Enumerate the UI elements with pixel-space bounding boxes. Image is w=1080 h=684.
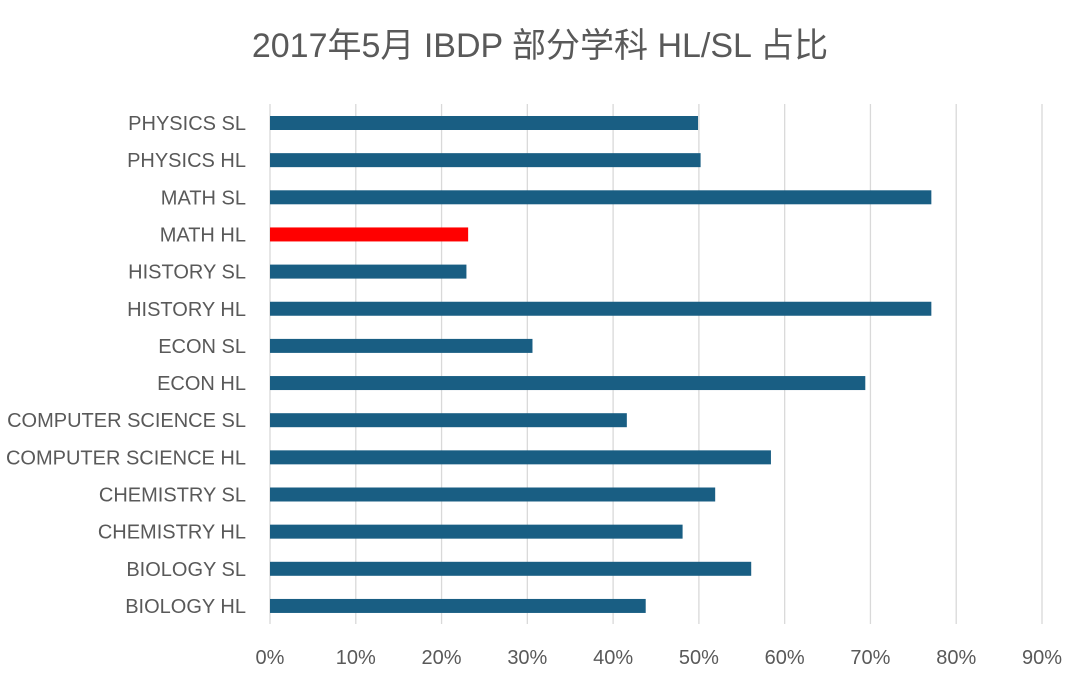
bar-highlighted — [270, 227, 469, 242]
bar — [270, 153, 701, 168]
bar — [270, 524, 683, 539]
x-tick-label: 30% — [507, 647, 547, 669]
bar — [270, 338, 533, 353]
bar — [270, 301, 932, 316]
gridlines — [269, 104, 1043, 624]
category-label: HISTORY SL — [128, 262, 246, 284]
category-label: BIOLOGY HL — [125, 596, 246, 618]
x-tick-label: 90% — [1022, 647, 1062, 669]
x-tick-label: 10% — [336, 647, 376, 669]
category-label: PHYSICS HL — [127, 150, 246, 172]
bar — [270, 598, 646, 613]
x-tick-label: 70% — [850, 647, 890, 669]
x-tick-labels: 0% 10% 20% 30% 40% 50% 60% 70% 80% 90% — [256, 647, 1063, 669]
bar — [270, 376, 866, 391]
x-tick-label: 20% — [422, 647, 462, 669]
category-labels: PHYSICS SL PHYSICS HL MATH SL MATH HL HISTOR… — [6, 113, 246, 618]
bars — [270, 116, 932, 613]
x-tick-label: 40% — [593, 647, 633, 669]
category-label: COMPUTER SCIENCE SL — [7, 410, 246, 432]
bar — [270, 413, 627, 428]
bar — [270, 561, 752, 576]
category-label: MATH SL — [161, 187, 246, 209]
category-label: COMPUTER SCIENCE HL — [6, 447, 246, 469]
category-label: MATH HL — [160, 224, 246, 246]
x-tick-label: 0% — [256, 647, 285, 669]
bar — [270, 116, 699, 130]
x-tick-label: 80% — [936, 647, 976, 669]
bar — [270, 450, 771, 465]
category-label: BIOLOGY SL — [126, 559, 246, 581]
bar — [270, 190, 932, 205]
x-tick-label: 60% — [765, 647, 805, 669]
x-tick-label: 50% — [679, 647, 719, 669]
chart-title: 2017年5月 IBDP 部分学科 HL/SL 占比 — [252, 27, 828, 65]
bar — [270, 264, 467, 279]
category-label: CHEMISTRY SL — [99, 485, 246, 507]
category-label: ECON SL — [158, 336, 246, 358]
category-label: CHEMISTRY HL — [98, 522, 246, 544]
bar — [270, 487, 716, 502]
category-label: HISTORY HL — [127, 299, 246, 321]
category-label: PHYSICS SL — [128, 113, 246, 135]
category-label: ECON HL — [157, 373, 246, 395]
